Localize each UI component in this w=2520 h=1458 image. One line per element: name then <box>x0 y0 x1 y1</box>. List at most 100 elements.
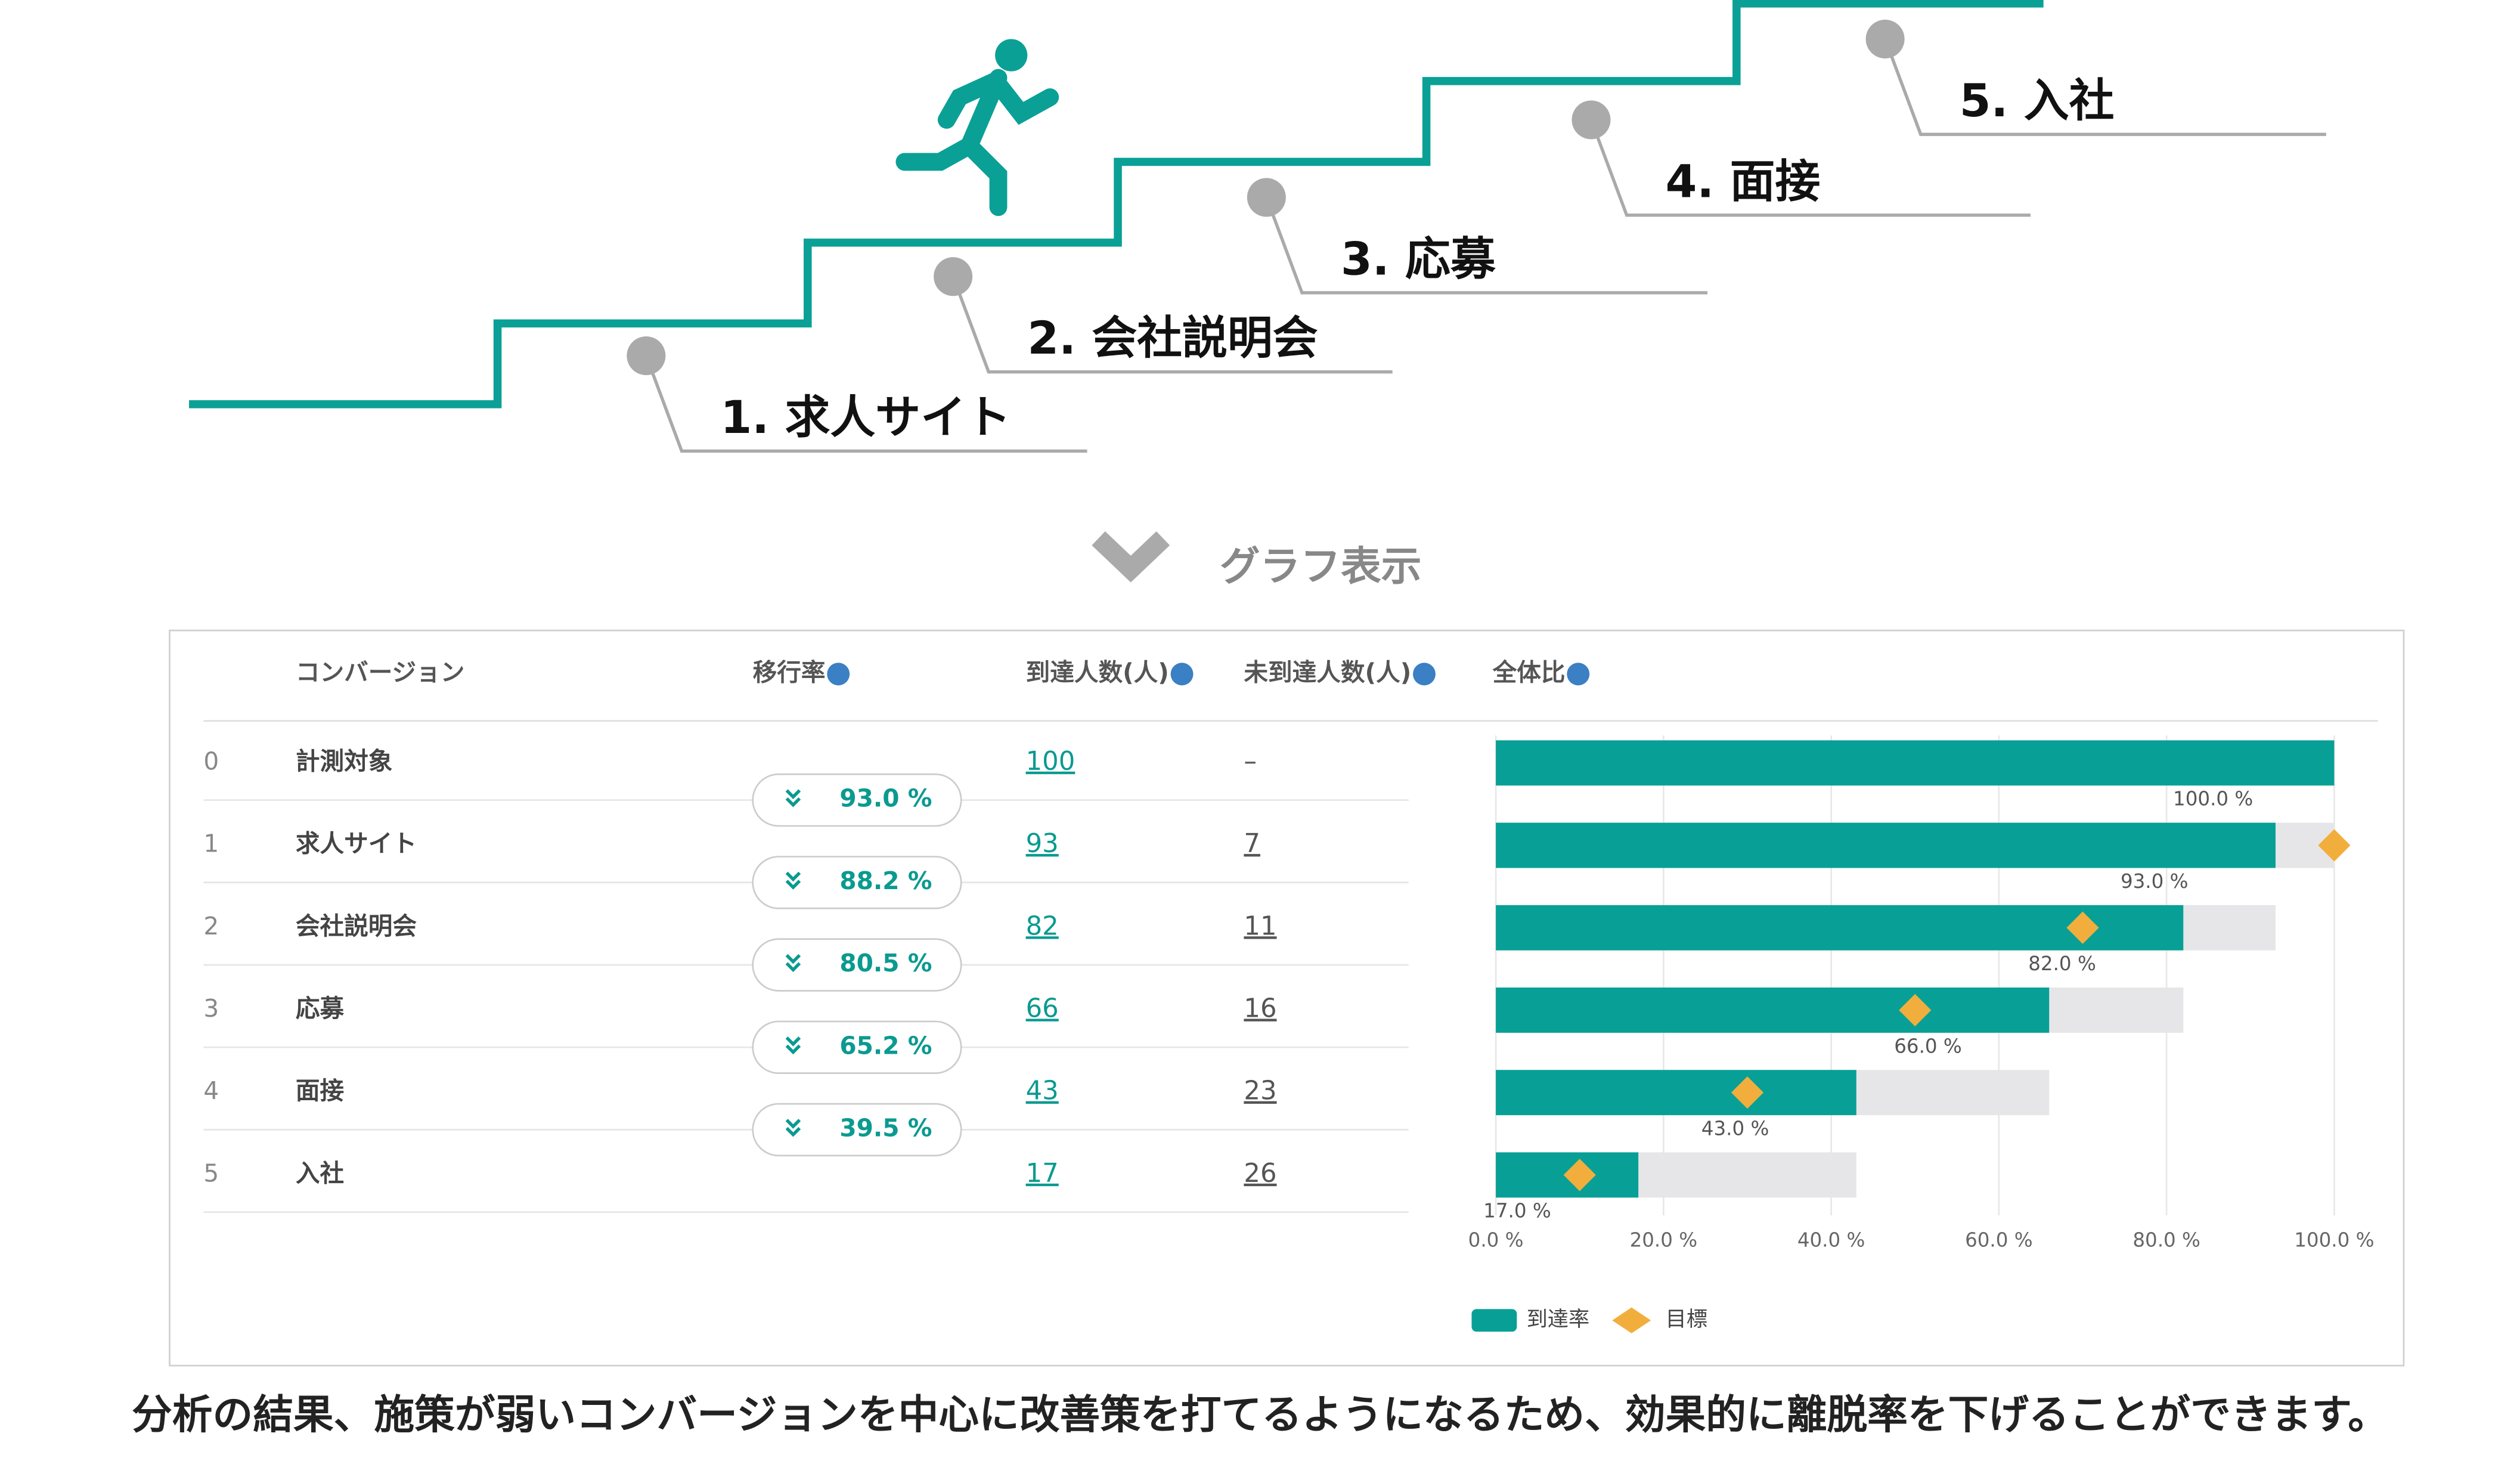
info-icon[interactable] <box>1567 663 1590 686</box>
step-leader <box>1264 197 1708 295</box>
transition-icon <box>785 880 801 890</box>
info-icon[interactable] <box>1413 663 1436 686</box>
step-pin <box>1865 19 1905 59</box>
reached-count[interactable]: 100 <box>1026 747 1075 776</box>
step-pin <box>934 257 973 296</box>
value-label: 17.0 % <box>1483 1200 1551 1222</box>
unreached-count[interactable]: 11 <box>1244 911 1276 941</box>
runner-icon <box>895 39 1059 216</box>
target-marker <box>1563 1159 1596 1191</box>
bar <box>1496 988 2050 1033</box>
conversion-name: 入社 <box>296 1159 344 1187</box>
toggle-chevron[interactable] <box>1092 531 1170 583</box>
x-tick-label: 40.0 % <box>1797 1228 1865 1251</box>
step-label: 4. 面接 <box>1666 155 1821 208</box>
x-tick-label: 0.0 % <box>1468 1228 1524 1251</box>
unreached-count: – <box>1244 747 1257 776</box>
transition-icon <box>785 1044 801 1055</box>
conversion-name: 応募 <box>296 994 345 1023</box>
transition-icon <box>785 789 801 800</box>
panel <box>169 629 2405 1367</box>
info-icon[interactable] <box>1170 663 1194 686</box>
conversion-name: 面接 <box>296 1076 344 1105</box>
value-label: 93.0 % <box>2121 870 2189 893</box>
legend-swatch <box>1612 1307 1651 1333</box>
stairs <box>189 0 2044 408</box>
step-leader <box>951 275 1393 374</box>
target-marker <box>2066 911 2099 944</box>
value-label: 82.0 % <box>2028 952 2096 975</box>
step-label: 3. 応募 <box>1341 233 1496 285</box>
step-pin <box>627 336 666 376</box>
reached-count[interactable]: 93 <box>1026 829 1059 859</box>
transition-rate: 65.2 % <box>839 1031 932 1060</box>
value-label: 66.0 % <box>1894 1035 1962 1057</box>
reached-count[interactable]: 43 <box>1026 1076 1059 1106</box>
transition-pill <box>752 938 962 992</box>
transition-icon <box>785 1036 801 1047</box>
transition-rate: 80.5 % <box>839 949 932 977</box>
step-label: 2. 会社説明会 <box>1027 312 1318 364</box>
reached-count[interactable]: 66 <box>1026 993 1059 1023</box>
bar <box>1496 822 2276 868</box>
info-icon[interactable] <box>827 663 850 686</box>
transition-icon <box>785 1126 801 1137</box>
x-tick-label: 100.0 % <box>2294 1228 2374 1251</box>
bar <box>1496 1070 1856 1116</box>
transition-icon <box>785 797 801 807</box>
column-header: コンバージョン <box>296 658 465 686</box>
step-pin <box>1571 100 1611 140</box>
conversion-name: 計測対象 <box>296 747 393 775</box>
value-label: 100.0 % <box>2173 788 2253 810</box>
conversion-name: 会社説明会 <box>296 912 417 940</box>
column-header: 未到達人数(人) <box>1244 658 1411 686</box>
transition-rate: 93.0 % <box>839 784 932 813</box>
x-tick-label: 60.0 % <box>1965 1228 2033 1251</box>
target-marker <box>1731 1076 1764 1109</box>
transition-icon <box>785 871 801 882</box>
legend-label: 到達率 <box>1527 1307 1590 1332</box>
x-tick-label: 80.0 % <box>2132 1228 2200 1251</box>
row-index: 2 <box>203 912 219 940</box>
transition-icon <box>785 962 801 973</box>
legend-label: 目標 <box>1666 1307 1707 1332</box>
column-header: 到達人数(人) <box>1026 658 1169 686</box>
row-index: 3 <box>203 994 219 1023</box>
reached-count[interactable]: 82 <box>1026 911 1059 941</box>
caption: 分析の結果、施策が弱いコンバージョンを中心に改善策を打てるようになるため、効果的… <box>132 1391 2388 1438</box>
column-header: 全体比 <box>1492 658 1566 686</box>
target-marker <box>2318 829 2351 862</box>
transition-rate: 39.5 % <box>839 1113 932 1142</box>
transition-icon <box>785 1119 801 1129</box>
bar <box>1496 740 2335 786</box>
step-leader <box>1883 38 2326 137</box>
step-leader <box>1589 119 2031 217</box>
column-header: 移行率 <box>753 658 826 686</box>
step-label: 5. 入社 <box>1960 75 2115 127</box>
legend-swatch <box>1471 1309 1517 1332</box>
unreached-count[interactable]: 7 <box>1244 829 1260 859</box>
reached-count[interactable]: 17 <box>1026 1159 1059 1188</box>
conversion-name: 求人サイト <box>296 829 417 858</box>
transition-rate: 88.2 % <box>839 866 932 895</box>
transition-pill <box>752 773 962 827</box>
x-tick-label: 20.0 % <box>1630 1228 1698 1251</box>
unreached-count[interactable]: 23 <box>1244 1076 1276 1106</box>
target-marker <box>1899 993 1932 1027</box>
row-index: 4 <box>203 1076 219 1105</box>
step-leader <box>644 355 1087 453</box>
row-index: 5 <box>203 1159 219 1187</box>
transition-pill <box>752 1020 962 1075</box>
toggle-label[interactable]: グラフ表示 <box>1220 543 1422 590</box>
unreached-count[interactable]: 26 <box>1244 1159 1276 1188</box>
step-pin <box>1247 178 1286 217</box>
row-index: 0 <box>203 747 219 775</box>
transition-pill <box>752 1103 962 1157</box>
unreached-count[interactable]: 16 <box>1244 993 1276 1023</box>
step-label: 1. 求人サイト <box>720 391 1011 444</box>
value-label: 43.0 % <box>1701 1117 1769 1140</box>
transition-icon <box>785 954 801 964</box>
row-index: 1 <box>203 829 219 858</box>
transition-pill <box>752 856 962 909</box>
